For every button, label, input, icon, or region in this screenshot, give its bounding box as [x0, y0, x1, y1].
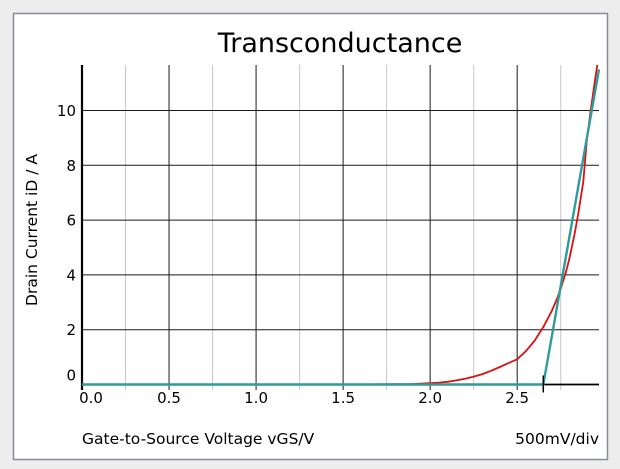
device-transfer-curve — [82, 64, 599, 386]
y-tick-label: 10 — [57, 102, 76, 120]
y-tick-labels: 0 2 4 6 8 10 — [57, 102, 76, 385]
major-gridlines — [82, 65, 599, 390]
x-tick-label: 2.0 — [418, 389, 442, 407]
x-tick-label: 1.0 — [244, 389, 268, 407]
x-tick-label: 0.5 — [157, 389, 181, 407]
y-axis-label: Drain Current iD / A — [23, 154, 41, 306]
y-tick-label: 6 — [66, 212, 76, 230]
y-tick-label: 0 — [66, 367, 76, 385]
x-axis-label: Gate-to-Source Voltage vGS/V — [82, 430, 315, 448]
y-tick-label: 2 — [66, 321, 76, 339]
x-scale-note: 500mV/div — [515, 430, 599, 448]
x-tick-label: 1.5 — [331, 389, 355, 407]
y-tick-label: 4 — [66, 266, 76, 284]
x-tick-label: 0.0 — [79, 389, 103, 407]
x-tick-label: 2.5 — [505, 389, 529, 407]
chart-title: Transconductance — [217, 28, 463, 59]
minor-gridlines — [125, 65, 562, 390]
x-tick-labels: 0.0 0.5 1.0 1.5 2.0 2.5 — [79, 389, 529, 407]
y-tick-label: 8 — [66, 157, 76, 175]
